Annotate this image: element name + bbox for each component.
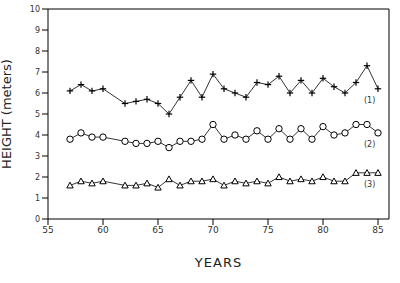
svg-text:60: 60 [97,225,109,235]
svg-text:85: 85 [372,225,383,235]
svg-text:6: 6 [35,89,40,98]
svg-text:80: 80 [317,225,329,235]
svg-text:70: 70 [207,225,219,235]
svg-text:YEARS: YEARS [194,255,242,270]
svg-text:7: 7 [35,68,40,77]
svg-text:HEIGHT (meters): HEIGHT (meters) [8,59,14,169]
svg-text:8: 8 [35,47,40,56]
svg-text:75: 75 [262,225,273,235]
svg-text:9: 9 [35,26,40,35]
svg-text:0: 0 [35,215,40,224]
svg-text:4: 4 [35,131,40,140]
svg-text:55: 55 [42,225,53,235]
svg-text:2: 2 [35,173,40,182]
svg-text:5: 5 [35,110,40,119]
svg-text:(3): (3) [364,180,375,189]
svg-text:3: 3 [35,152,40,161]
svg-text:10: 10 [30,5,40,14]
svg-text:(2): (2) [364,140,375,149]
svg-text:1: 1 [35,194,40,203]
svg-text:(1): (1) [364,96,375,105]
svg-text:65: 65 [152,225,163,235]
